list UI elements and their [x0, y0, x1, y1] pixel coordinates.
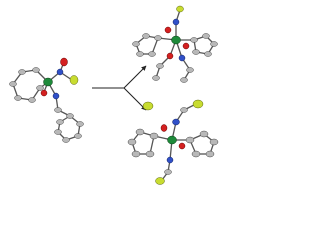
atom-metal: [171, 35, 181, 45]
atom: [131, 150, 141, 158]
atom: [190, 37, 198, 43]
atom: [154, 35, 162, 41]
atom-halogen: [192, 99, 204, 109]
atom-o: [60, 57, 68, 67]
atom: [135, 128, 145, 136]
atom: [152, 75, 160, 81]
atom: [54, 107, 62, 113]
atom-n: [56, 68, 64, 76]
page: [9, 5, 219, 185]
atom: [180, 107, 188, 113]
atom: [66, 113, 74, 119]
atom: [148, 51, 156, 57]
atom: [210, 41, 218, 47]
atom: [164, 169, 172, 175]
atom: [136, 51, 144, 57]
molecule-bottom: [127, 99, 219, 185]
atom: [142, 33, 150, 39]
atom-o: [164, 26, 172, 34]
atom-o: [40, 89, 48, 97]
molecule-top: [132, 5, 218, 83]
atom: [192, 49, 200, 55]
atom: [199, 130, 209, 138]
atom: [186, 67, 194, 73]
scheme: [9, 5, 219, 185]
arrow-down: [123, 87, 147, 111]
atom: [204, 51, 212, 57]
atom-o: [166, 52, 174, 60]
atom: [62, 137, 70, 143]
atom: [205, 150, 215, 158]
atom-halogen: [142, 101, 154, 111]
atom: [185, 136, 195, 144]
atom-halogen: [69, 75, 79, 85]
atom: [191, 150, 201, 158]
atom: [56, 119, 64, 125]
atom: [202, 33, 210, 39]
atom: [149, 132, 159, 140]
arrow-up: [123, 65, 147, 89]
atom-n: [166, 156, 174, 164]
atom: [156, 63, 164, 69]
atom-halogen: [155, 177, 165, 185]
atom-metal: [43, 77, 53, 87]
atom: [9, 81, 17, 87]
atom: [127, 138, 137, 146]
atom: [36, 85, 44, 91]
atom-n: [172, 118, 180, 126]
atom-metal: [167, 135, 177, 145]
atom: [14, 95, 22, 101]
atom-n: [52, 92, 60, 100]
atom: [32, 67, 40, 73]
atom: [28, 97, 36, 103]
atom-n: [172, 18, 180, 26]
molecule-left: [9, 57, 84, 143]
atom-halogen: [176, 5, 184, 13]
atom: [54, 129, 62, 135]
atom-o: [160, 124, 168, 132]
atom: [18, 69, 26, 75]
atom: [74, 133, 82, 139]
atom: [76, 121, 84, 127]
atom: [180, 77, 188, 83]
atom: [209, 138, 219, 146]
atom-o: [178, 142, 186, 150]
atom: [145, 150, 155, 158]
atom: [132, 41, 140, 47]
atom-o: [182, 42, 190, 50]
arrows: [92, 65, 147, 111]
atom-n: [178, 54, 186, 62]
